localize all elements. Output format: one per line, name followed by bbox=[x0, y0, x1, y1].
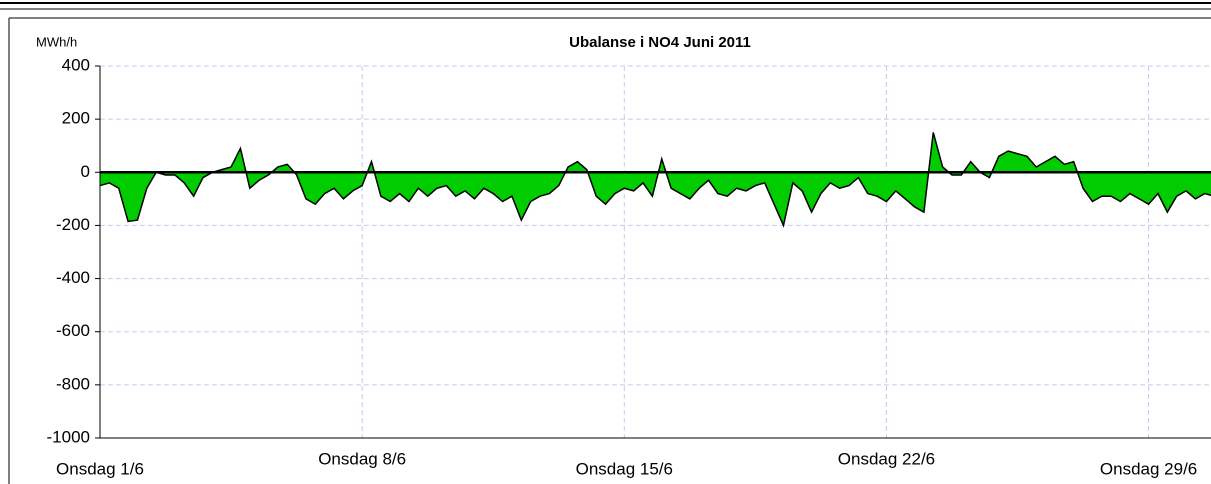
y-tick-label: -600 bbox=[56, 321, 90, 340]
y-tick-label: 200 bbox=[62, 109, 90, 128]
x-tick-label: Onsdag 8/6 bbox=[318, 449, 406, 468]
line bbox=[99, 132, 1211, 228]
x-tick-label: Onsdag 1/6 bbox=[56, 459, 144, 478]
y-tick-label: -1000 bbox=[47, 427, 90, 446]
area bbox=[100, 132, 1211, 226]
x-tick-label: Onsdag 22/6 bbox=[838, 449, 935, 468]
y-tick-label: 0 bbox=[81, 162, 90, 181]
chart-title: Ubalanse i NO4 Juni 2011 bbox=[569, 34, 751, 51]
y-tick-label: 400 bbox=[62, 55, 90, 74]
y-tick-label: -200 bbox=[56, 215, 90, 234]
x-tick-label: Onsdag 29/6 bbox=[1100, 459, 1197, 478]
y-tick-label: -400 bbox=[56, 268, 90, 287]
x-tick-label: Onsdag 15/6 bbox=[576, 459, 673, 478]
y-tick-label: -800 bbox=[56, 374, 90, 393]
y-axis-label: MWh/h bbox=[36, 34, 77, 49]
